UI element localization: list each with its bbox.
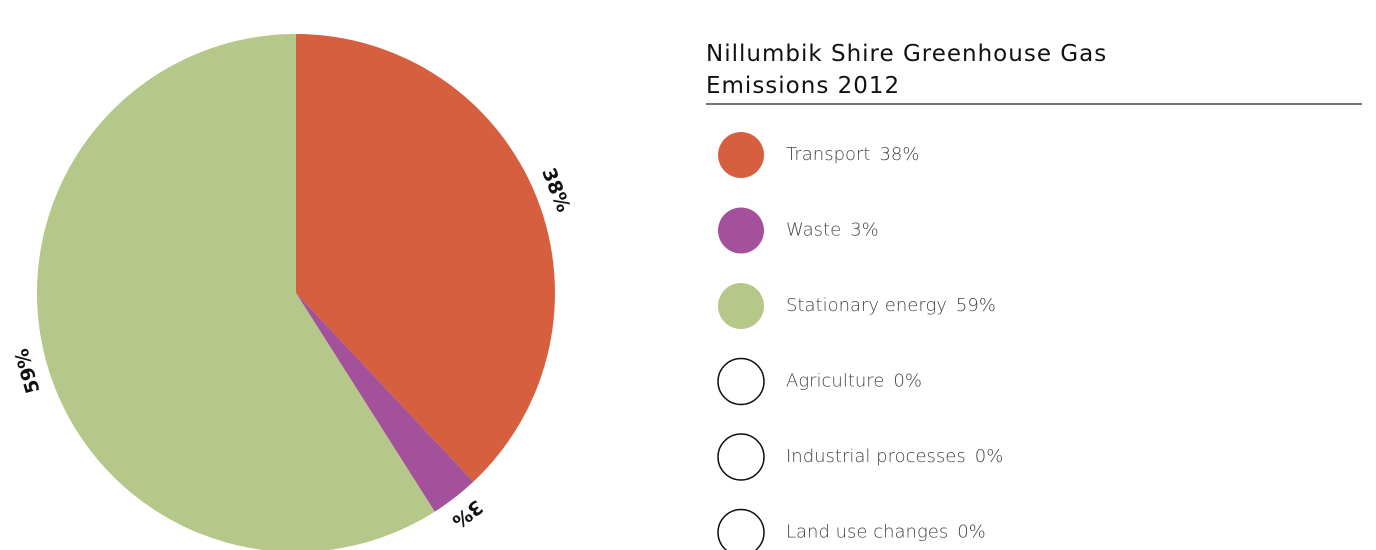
legend-value: 3% — [850, 220, 879, 241]
legend-swatch — [718, 283, 764, 329]
legend-value: 59% — [956, 295, 996, 316]
legend-label: Transport 38% — [786, 144, 919, 165]
legend-name: Industrial processes — [786, 446, 966, 467]
legend-name: Waste — [786, 220, 841, 241]
legend-swatch — [717, 508, 765, 550]
legend-swatch — [718, 207, 764, 254]
pie-slice — [296, 293, 474, 512]
legend-name: Agriculture — [786, 371, 884, 392]
legend-value: 0% — [975, 446, 1004, 467]
pie-slice — [296, 34, 555, 482]
legend-value: 38% — [879, 144, 919, 165]
pie-slice — [37, 34, 435, 550]
legend-label: Agriculture 0% — [786, 371, 922, 392]
legend-label: Land use changes 0% — [786, 522, 986, 543]
legend-swatch — [718, 132, 764, 178]
legend-swatch — [717, 357, 765, 406]
slice-label: 38% — [537, 165, 574, 215]
chart-title: Nillumbik Shire Greenhouse Gas Emissions… — [706, 41, 1108, 99]
legend-value: 0% — [893, 371, 922, 392]
legend-swatch — [717, 433, 765, 481]
slice-label: 3% — [448, 495, 487, 532]
legend-name: Transport — [786, 144, 870, 165]
legend-value: 0% — [957, 522, 986, 543]
legend-label: Industrial processes 0% — [786, 446, 1003, 467]
legend-name: Stationary energy — [786, 295, 947, 316]
legend-label: Waste 3% — [786, 220, 879, 241]
slice-label: 59% — [11, 346, 45, 396]
legend-label: Stationary energy 59% — [786, 295, 996, 316]
legend-name: Land use changes — [786, 522, 948, 543]
